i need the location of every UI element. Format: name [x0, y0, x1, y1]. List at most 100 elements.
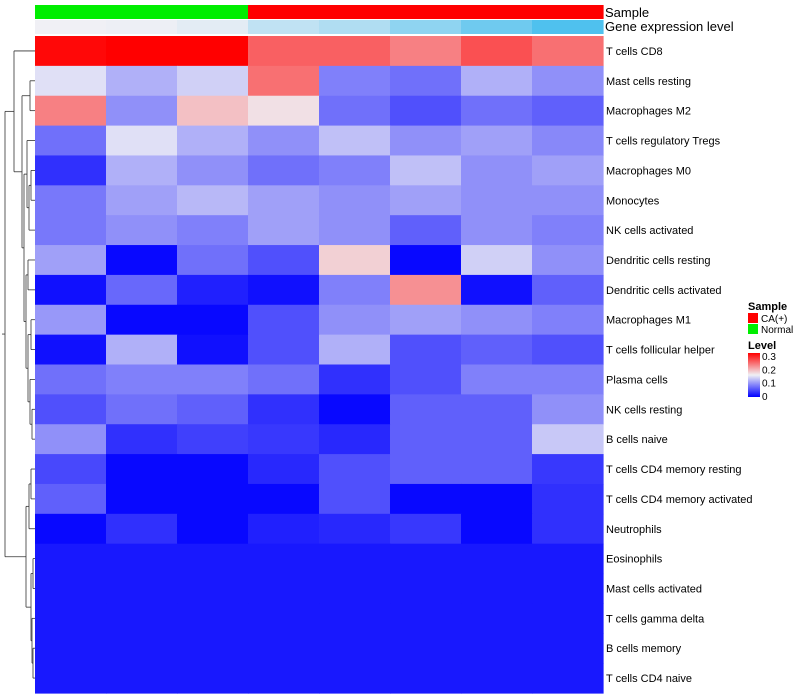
heatmap-cell	[248, 364, 320, 395]
heatmap-cell	[177, 483, 249, 515]
heatmap-cell	[248, 573, 320, 605]
sample-annotation-cell	[461, 5, 533, 19]
sample-annotation-cell	[106, 5, 178, 19]
legend-level-ticks: 0.3 0.2 0.1 0	[762, 352, 776, 403]
heatmap-cell	[248, 65, 320, 97]
heatmap-cell	[461, 304, 533, 336]
heatmap-cell	[177, 155, 249, 186]
heatmap-cell	[106, 245, 178, 276]
expression-level-annotation-cell	[248, 20, 320, 34]
heatmap-cell	[461, 663, 533, 694]
heatmap-cell	[390, 483, 462, 515]
heatmap-cell	[532, 304, 604, 336]
heatmap-cell	[461, 483, 533, 515]
heatmap-cell	[461, 454, 533, 485]
row-label: Dendritic cells resting	[606, 255, 711, 267]
row-label: B cells naive	[606, 434, 668, 446]
heatmap-cell	[319, 454, 391, 485]
heatmap-cell	[319, 513, 391, 545]
heatmap-cell	[177, 36, 249, 67]
heatmap-cell	[461, 424, 533, 455]
heatmap-cell	[461, 215, 533, 246]
heatmap-cell	[390, 36, 462, 67]
row-dendrogram	[2, 50, 35, 679]
heatmap-cell	[319, 245, 391, 276]
legend-tick-label: 0.1	[762, 379, 776, 390]
expression-level-annotation-title: Gene expression level	[605, 19, 734, 34]
heatmap-cell	[248, 274, 320, 306]
row-label: T cells CD4 naive	[606, 673, 692, 685]
heatmap-cell	[177, 364, 249, 395]
heatmap-cell	[248, 663, 320, 694]
legend-swatch	[748, 324, 758, 334]
expression-level-annotation-cell	[35, 20, 107, 34]
heatmap-cell	[248, 513, 320, 545]
heatmap-cell	[177, 394, 249, 425]
heatmap-cell	[106, 334, 178, 366]
legend-tick-label: 0	[762, 392, 768, 403]
heatmap-cell	[390, 125, 462, 157]
heatmap-cell	[106, 394, 178, 425]
heatmap-cell	[106, 125, 178, 157]
heatmap-cell	[177, 95, 249, 127]
expression-level-annotation-cell	[532, 20, 604, 34]
heatmap-cell	[177, 573, 249, 605]
heatmap-cell	[35, 334, 107, 366]
expression-level-annotation-cell	[106, 20, 178, 34]
row-label: T cells gamma delta	[606, 613, 705, 625]
heatmap-cell	[532, 543, 604, 575]
heatmap-cell	[35, 573, 107, 605]
heatmap-cell	[177, 304, 249, 336]
heatmap-cell	[319, 334, 391, 366]
heatmap-cell	[35, 304, 107, 336]
heatmap-cell	[248, 603, 320, 634]
legend-level-gradient	[748, 353, 760, 397]
heatmap-cell	[35, 245, 107, 276]
legend-label: Normal	[761, 325, 793, 336]
row-label: T cells follicular helper	[606, 345, 715, 357]
heatmap-cell	[106, 274, 178, 306]
heatmap-cell	[319, 304, 391, 336]
heatmap-cell	[35, 603, 107, 634]
heatmap-cell	[319, 364, 391, 395]
legend-sample-title: Sample	[748, 301, 787, 313]
heatmap-cell	[461, 95, 533, 127]
heatmap-cell	[177, 543, 249, 575]
heatmap-cell	[35, 513, 107, 545]
heatmap-cell	[106, 65, 178, 97]
heatmap-cell	[177, 245, 249, 276]
row-label: T cells CD8	[606, 46, 663, 58]
heatmap-cell	[35, 424, 107, 455]
heatmap-cell	[390, 185, 462, 216]
heatmap-cell	[461, 543, 533, 575]
heatmap-cell	[390, 95, 462, 127]
heatmap-cell	[319, 95, 391, 127]
heatmap-cell	[532, 513, 604, 545]
heatmap-cell	[35, 454, 107, 485]
heatmap-cell	[461, 274, 533, 306]
heatmap-cell	[248, 304, 320, 336]
heatmap-cell	[106, 663, 178, 694]
heatmap-cell	[248, 125, 320, 157]
heatmap-cell	[390, 603, 462, 634]
heatmap-cell	[177, 215, 249, 246]
row-label: B cells memory	[606, 643, 682, 655]
heatmap-cell	[532, 245, 604, 276]
heatmap-cell	[177, 65, 249, 97]
heatmap-cell	[106, 454, 178, 485]
heatmap-cell	[177, 274, 249, 306]
expression-level-annotation-cell	[177, 20, 249, 34]
heatmap-cell	[532, 633, 604, 664]
heatmap-cell	[106, 573, 178, 605]
heatmap-cell	[532, 364, 604, 395]
heatmap-cell	[390, 274, 462, 306]
row-label: NK cells resting	[606, 404, 682, 416]
heatmap-cell	[106, 424, 178, 455]
sample-annotation-cell	[35, 5, 107, 19]
heatmap-cell	[461, 513, 533, 545]
row-label: T cells CD4 memory activated	[606, 494, 753, 506]
sample-annotation-cell	[248, 5, 320, 19]
heatmap-cell	[390, 215, 462, 246]
row-labels: T cells CD8 Mast cells resting Macrophages…	[606, 46, 753, 685]
row-label: Macrophages M1	[606, 315, 691, 327]
